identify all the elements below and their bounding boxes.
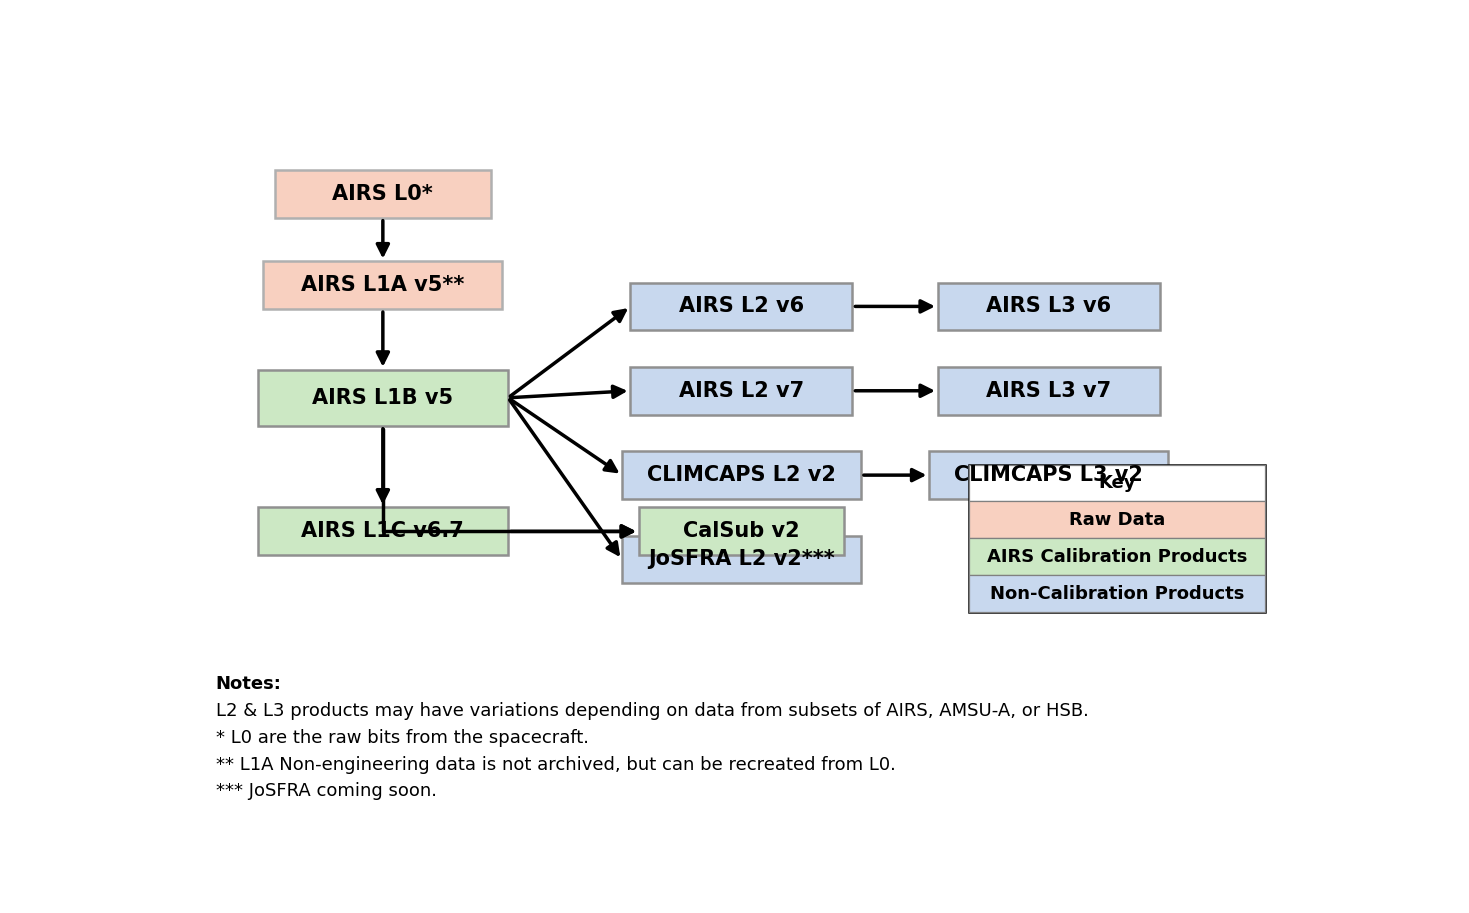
FancyBboxPatch shape — [639, 508, 845, 555]
FancyBboxPatch shape — [257, 370, 508, 426]
Text: AIRS L2 v6: AIRS L2 v6 — [679, 297, 804, 317]
Text: AIRS L2 v7: AIRS L2 v7 — [679, 381, 804, 401]
FancyBboxPatch shape — [621, 536, 861, 583]
Text: CLIMCAPS L2 v2: CLIMCAPS L2 v2 — [646, 465, 836, 485]
Text: AIRS L1B v5: AIRS L1B v5 — [313, 388, 454, 408]
Text: Raw Data: Raw Data — [1069, 511, 1165, 529]
Text: AIRS L3 v7: AIRS L3 v7 — [986, 381, 1112, 401]
FancyBboxPatch shape — [630, 282, 852, 331]
FancyBboxPatch shape — [621, 451, 861, 499]
Text: AIRS Calibration Products: AIRS Calibration Products — [987, 548, 1247, 566]
Text: AIRS L1A v5**: AIRS L1A v5** — [301, 276, 464, 295]
FancyBboxPatch shape — [970, 575, 1265, 613]
Text: AIRS L0*: AIRS L0* — [332, 184, 433, 204]
Text: *** JoSFRA coming soon.: *** JoSFRA coming soon. — [216, 782, 436, 801]
FancyBboxPatch shape — [970, 465, 1265, 501]
FancyBboxPatch shape — [930, 451, 1168, 499]
Text: AIRS L1C v6.7: AIRS L1C v6.7 — [301, 521, 464, 541]
Text: L2 & L3 products may have variations depending on data from subsets of AIRS, AMS: L2 & L3 products may have variations dep… — [216, 702, 1089, 720]
FancyBboxPatch shape — [970, 539, 1265, 575]
Text: CalSub v2: CalSub v2 — [683, 521, 799, 541]
Text: Key: Key — [1099, 474, 1136, 492]
FancyBboxPatch shape — [257, 508, 508, 555]
FancyBboxPatch shape — [937, 282, 1161, 331]
FancyBboxPatch shape — [970, 465, 1265, 613]
FancyBboxPatch shape — [275, 170, 491, 218]
FancyBboxPatch shape — [630, 367, 852, 415]
FancyBboxPatch shape — [970, 501, 1265, 539]
Text: * L0 are the raw bits from the spacecraft.: * L0 are the raw bits from the spacecraf… — [216, 729, 589, 747]
Text: CLIMCAPS L3 v2: CLIMCAPS L3 v2 — [955, 465, 1143, 485]
Text: ** L1A Non-engineering data is not archived, but can be recreated from L0.: ** L1A Non-engineering data is not archi… — [216, 756, 896, 773]
Text: AIRS L3 v6: AIRS L3 v6 — [986, 297, 1112, 317]
FancyBboxPatch shape — [263, 261, 502, 310]
Text: JoSFRA L2 v2***: JoSFRA L2 v2*** — [648, 550, 834, 570]
FancyBboxPatch shape — [937, 367, 1161, 415]
Text: Non-Calibration Products: Non-Calibration Products — [990, 584, 1244, 603]
Text: Notes:: Notes: — [216, 676, 282, 694]
